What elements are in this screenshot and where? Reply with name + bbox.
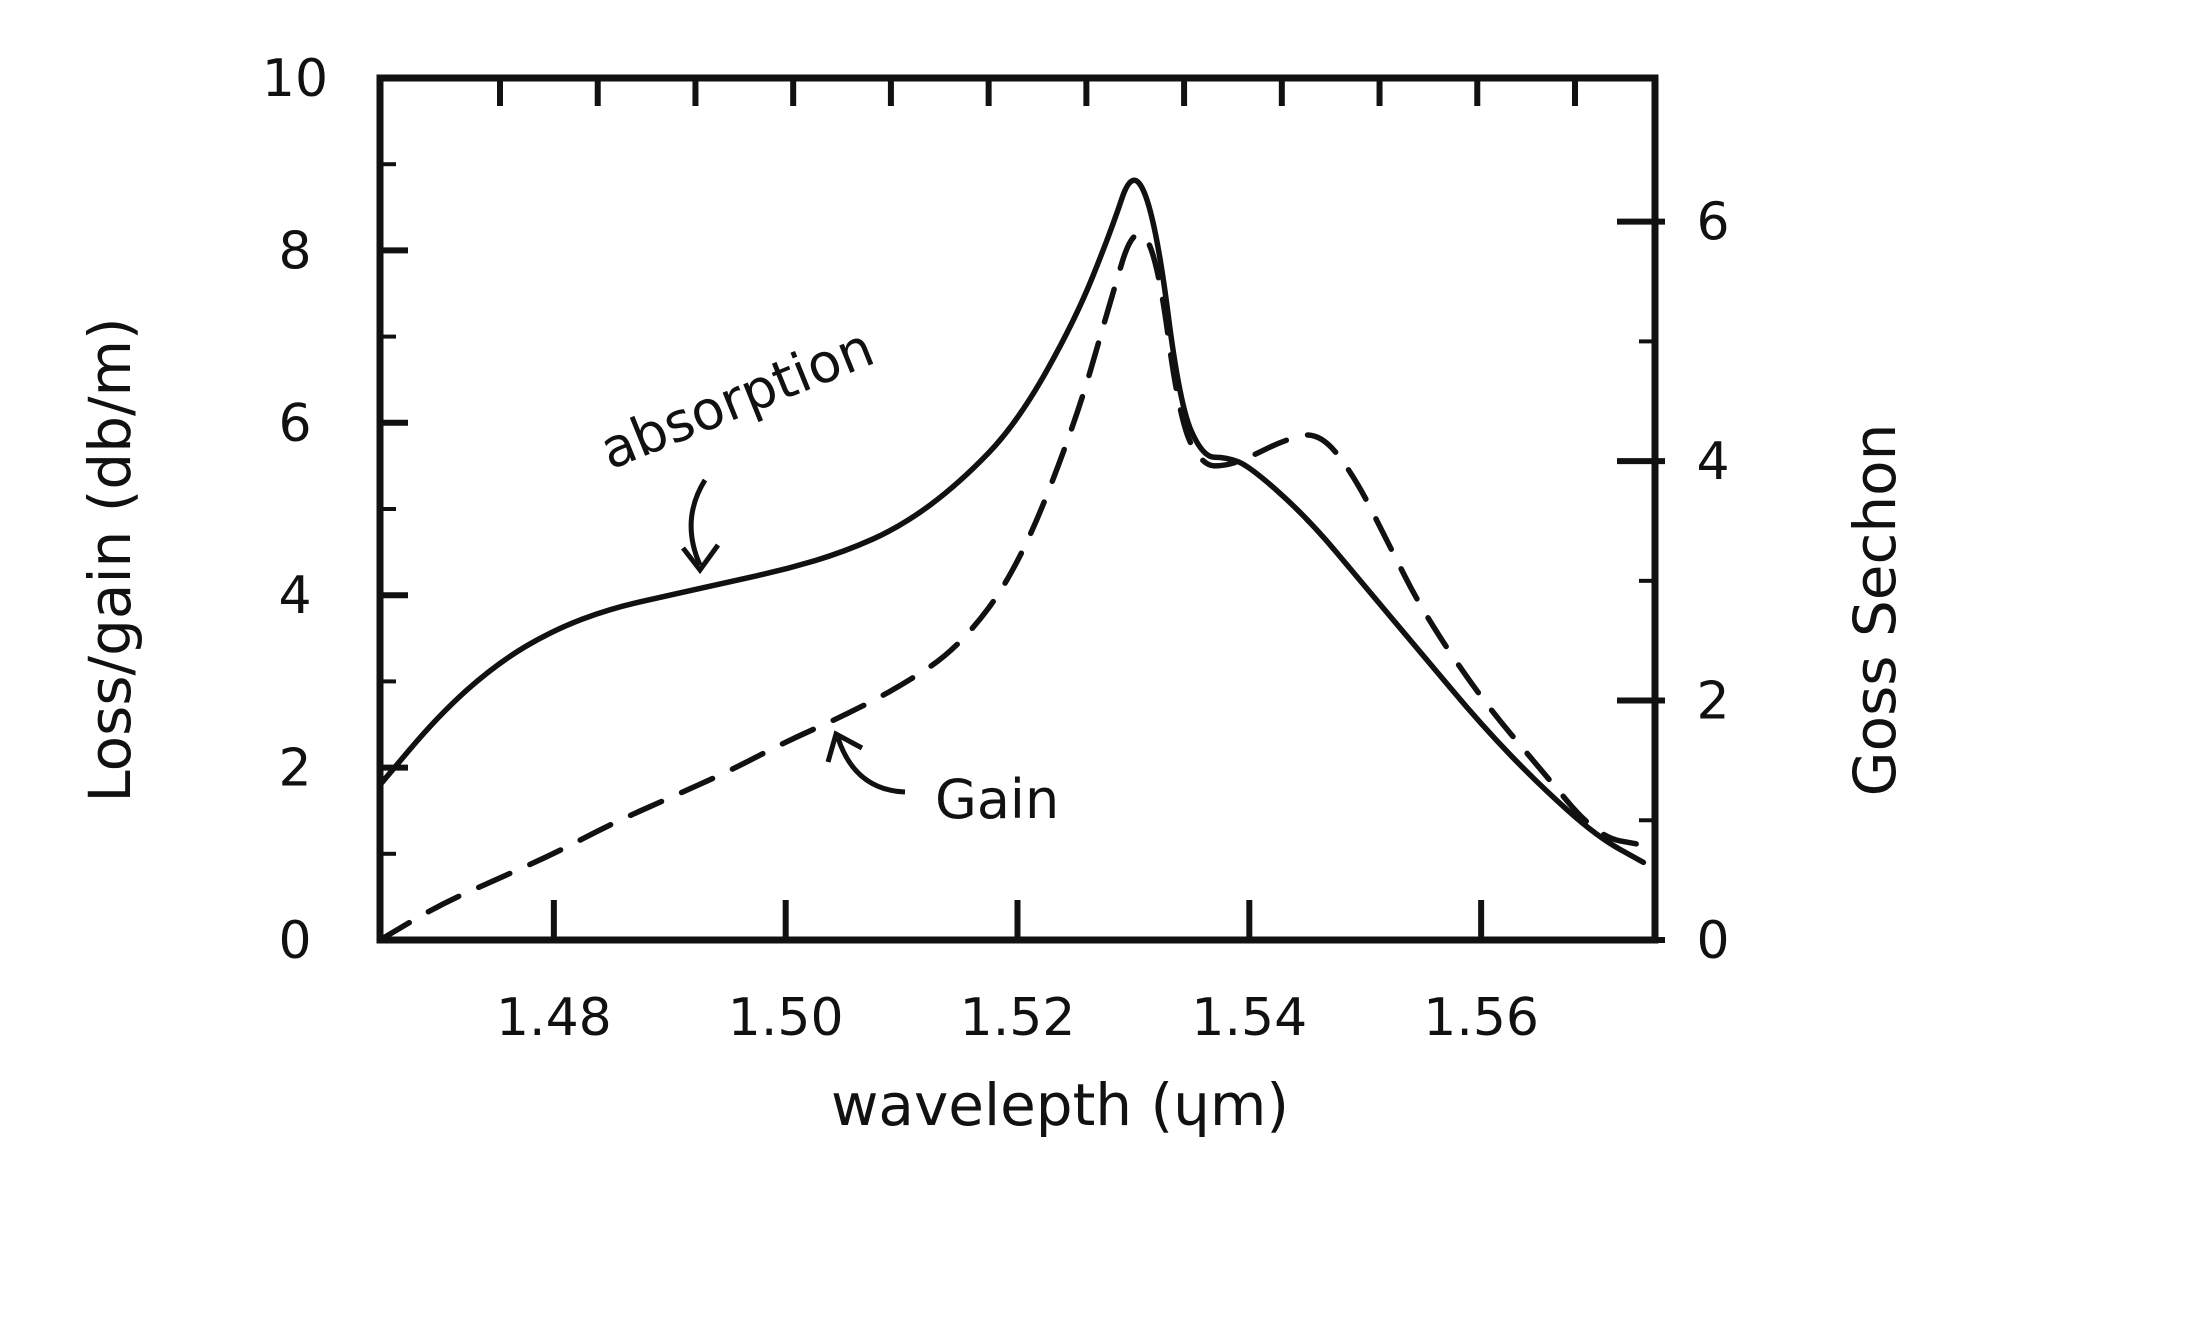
y2-tick-label: 0 bbox=[1696, 911, 1729, 971]
gain-arrow bbox=[835, 737, 906, 795]
x-tick-label: 1.54 bbox=[1191, 988, 1307, 1048]
series-absorption-line bbox=[377, 177, 1647, 866]
y2-tick-label: 2 bbox=[1696, 672, 1729, 732]
gain-arrowhead bbox=[825, 730, 864, 763]
y-tick-label: 6 bbox=[278, 394, 311, 454]
x-axis-title: wavelepth (ɥm) bbox=[831, 1071, 1289, 1139]
series-layer bbox=[377, 177, 1647, 943]
x-tick-label: 1.56 bbox=[1423, 988, 1539, 1048]
x-tick-label: 1.48 bbox=[496, 988, 612, 1048]
y2-axis-title: Goss Sechon bbox=[1841, 424, 1909, 797]
y-axis-title: Loss/gain (db/m) bbox=[76, 317, 144, 802]
y-tick-label: 0 bbox=[278, 911, 311, 971]
absorption-annotation: absorption bbox=[591, 316, 882, 482]
x-tick-label: 1.50 bbox=[728, 988, 844, 1048]
absorption-arrow bbox=[688, 478, 708, 567]
annotation-arrows bbox=[681, 478, 906, 795]
series-gain-line bbox=[377, 231, 1647, 943]
tick-marks bbox=[380, 75, 1665, 943]
y-tick-label: 10 bbox=[262, 49, 328, 109]
x-tick-label: 1.52 bbox=[960, 988, 1076, 1048]
gain-annotation: Gain bbox=[935, 768, 1059, 831]
tick-labels: 1.48 1.50 1.52 1.54 1.56 0 2 4 6 8 10 0 2 4 6 bbox=[262, 49, 1730, 1048]
y-tick-label: 2 bbox=[278, 739, 311, 799]
y2-tick-label: 4 bbox=[1696, 432, 1729, 492]
y2-tick-label: 6 bbox=[1696, 193, 1729, 253]
y-tick-label: 4 bbox=[278, 566, 311, 626]
y-tick-label: 8 bbox=[278, 221, 311, 281]
absorption-arrowhead bbox=[681, 543, 721, 575]
